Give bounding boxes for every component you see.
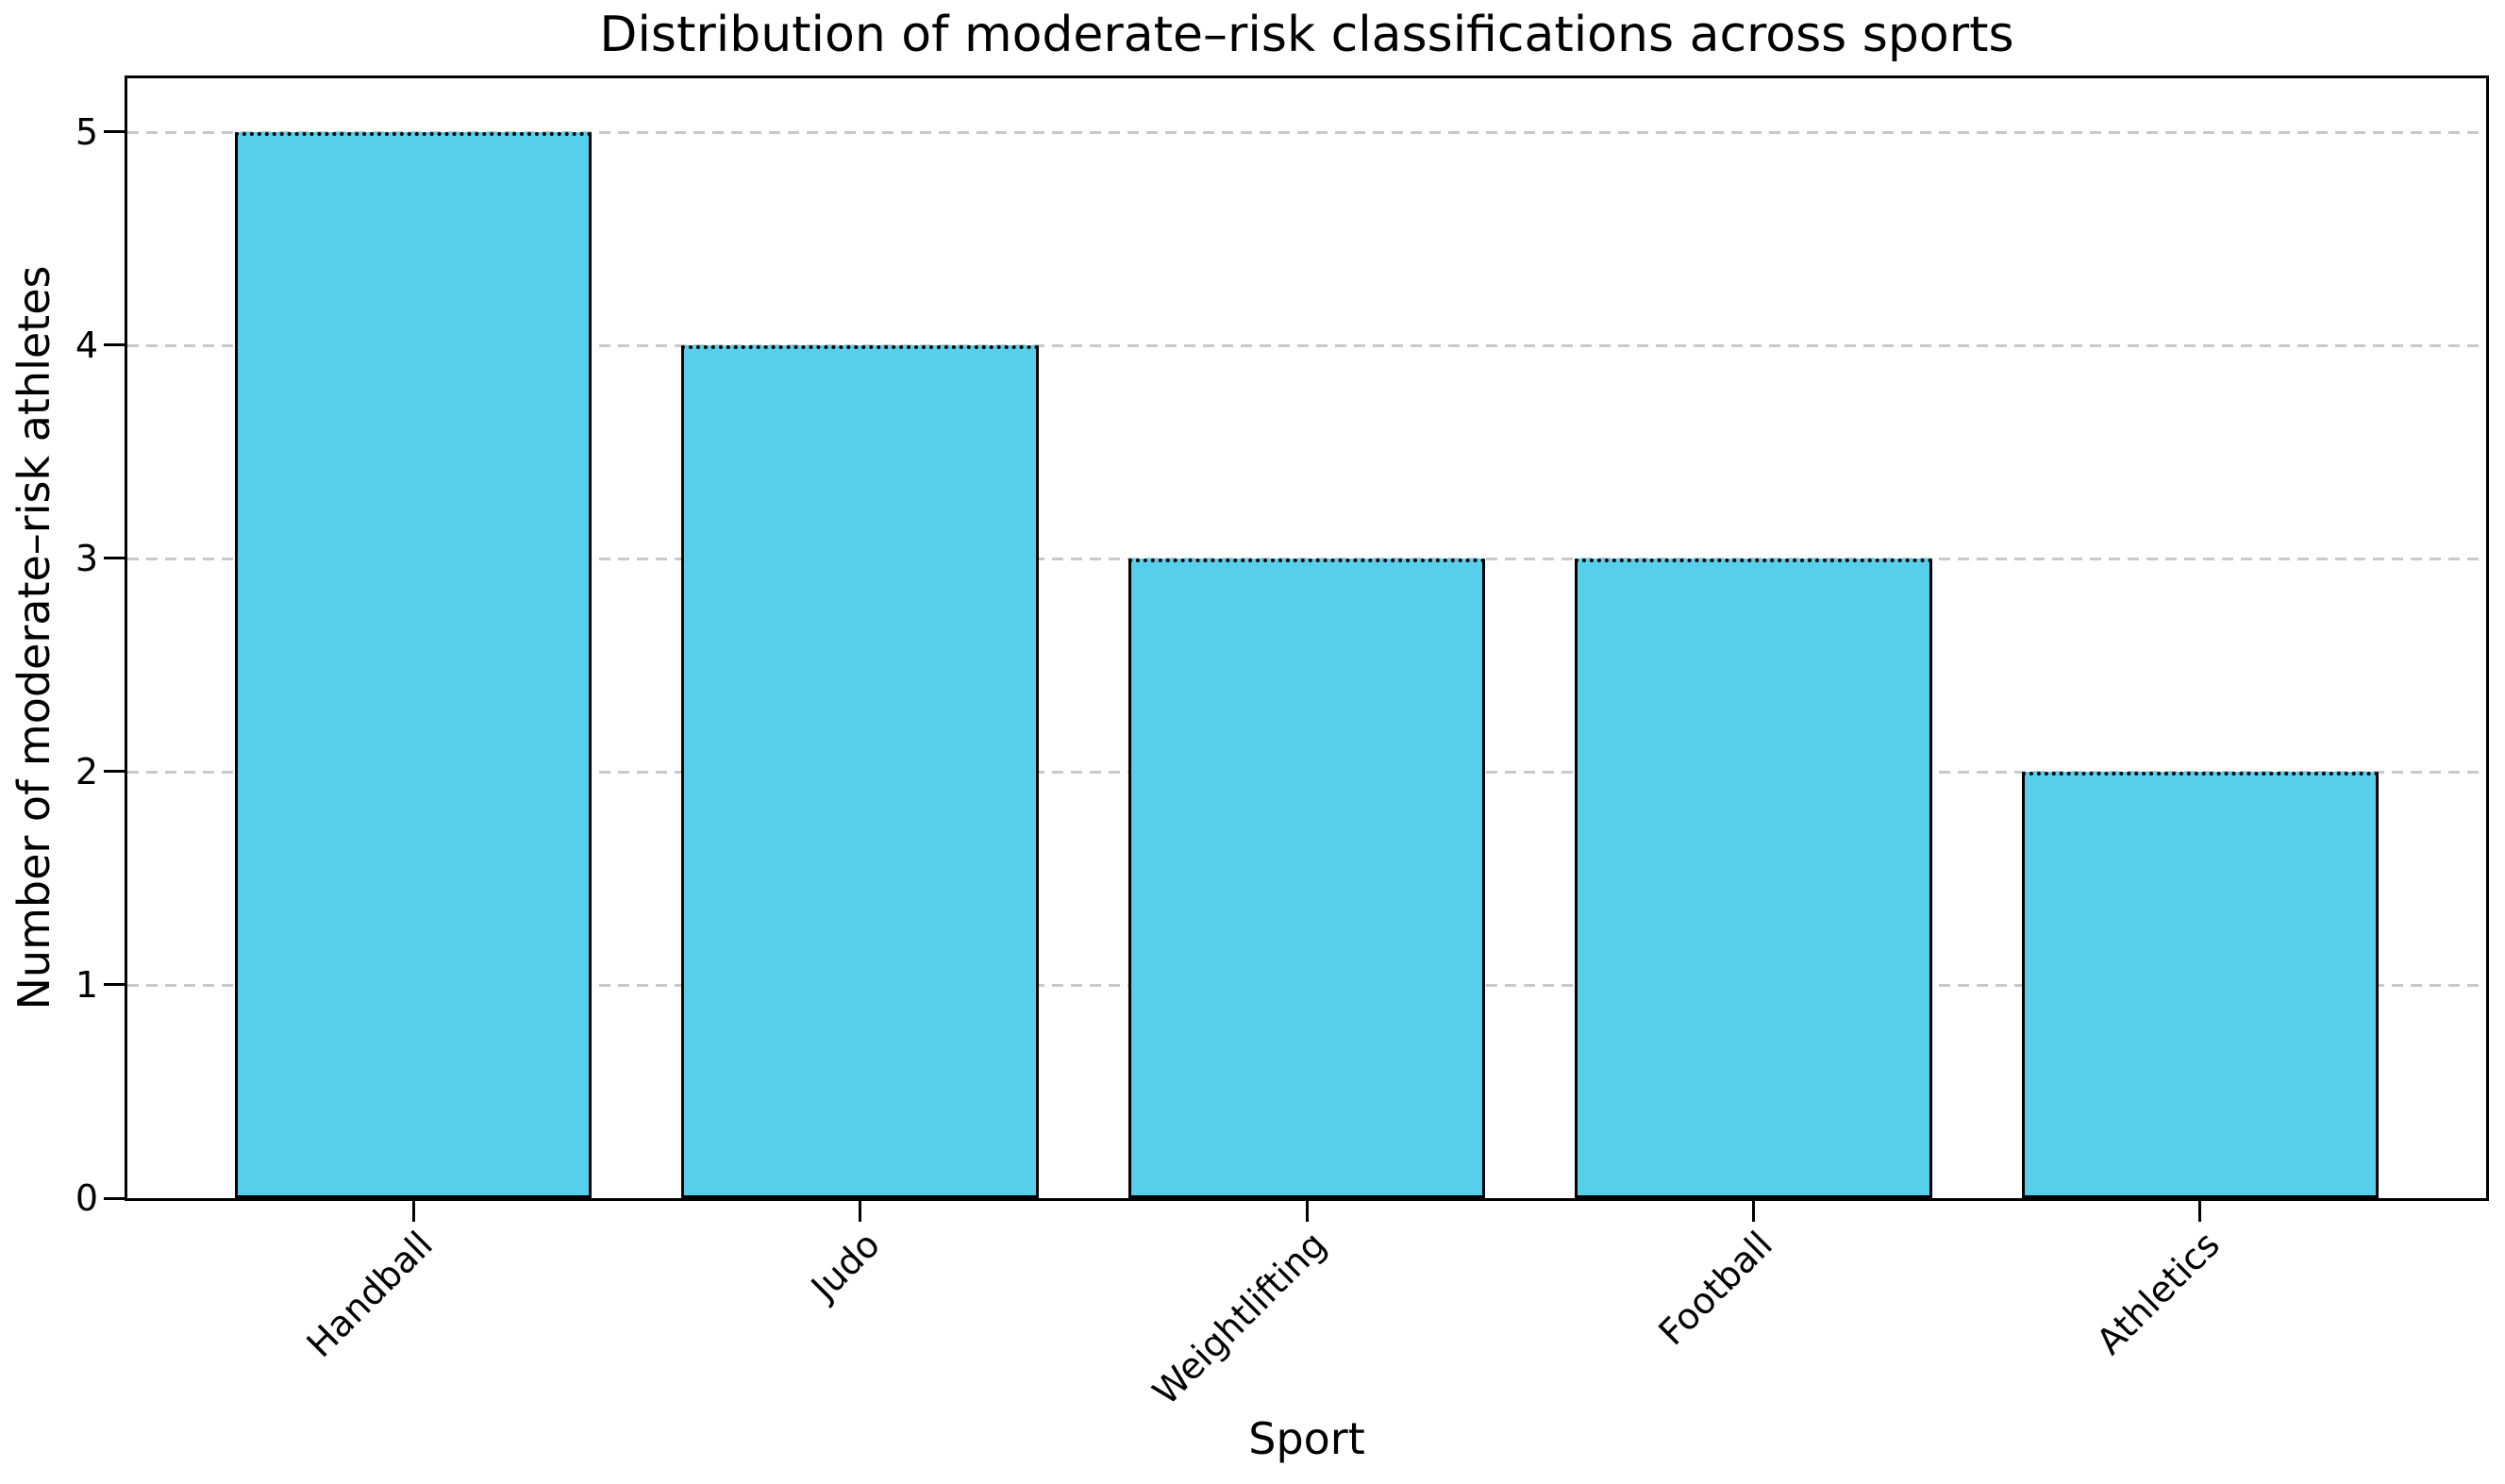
x-tick-mark (1305, 1201, 1309, 1222)
y-tick-mark (104, 770, 125, 774)
y-tick-label: 0 (75, 1177, 98, 1219)
x-tick-mark (1751, 1201, 1755, 1222)
plot-area (125, 75, 2489, 1201)
y-tick-mark (104, 343, 125, 347)
y-tick-mark (104, 983, 125, 987)
bar-weightlifting (1127, 558, 1486, 1198)
bar-football (1575, 558, 1932, 1198)
y-tick-label: 3 (75, 537, 98, 579)
x-tick-mark (2198, 1201, 2202, 1222)
gridline-y5 (127, 130, 2486, 134)
gridline-y4 (127, 343, 2486, 347)
x-tick-mark (411, 1201, 415, 1222)
y-tick-label: 1 (75, 963, 98, 1006)
y-tick-mark (104, 557, 125, 560)
y-tick-mark (104, 130, 125, 134)
y-tick-label: 2 (75, 750, 98, 792)
y-tick-label: 4 (75, 324, 98, 366)
x-axis-label: Sport (1248, 1413, 1365, 1464)
bar-athletics (2021, 771, 2380, 1198)
chart-title: Distribution of moderate–risk classifica… (599, 7, 2014, 63)
y-axis-label: Number of moderate–risk athletes (8, 265, 59, 1010)
y-tick-label: 5 (75, 110, 98, 153)
bar-judo (681, 344, 1039, 1198)
y-tick-mark (104, 1196, 125, 1200)
x-tick-mark (859, 1201, 861, 1222)
bar-handball (234, 131, 593, 1198)
